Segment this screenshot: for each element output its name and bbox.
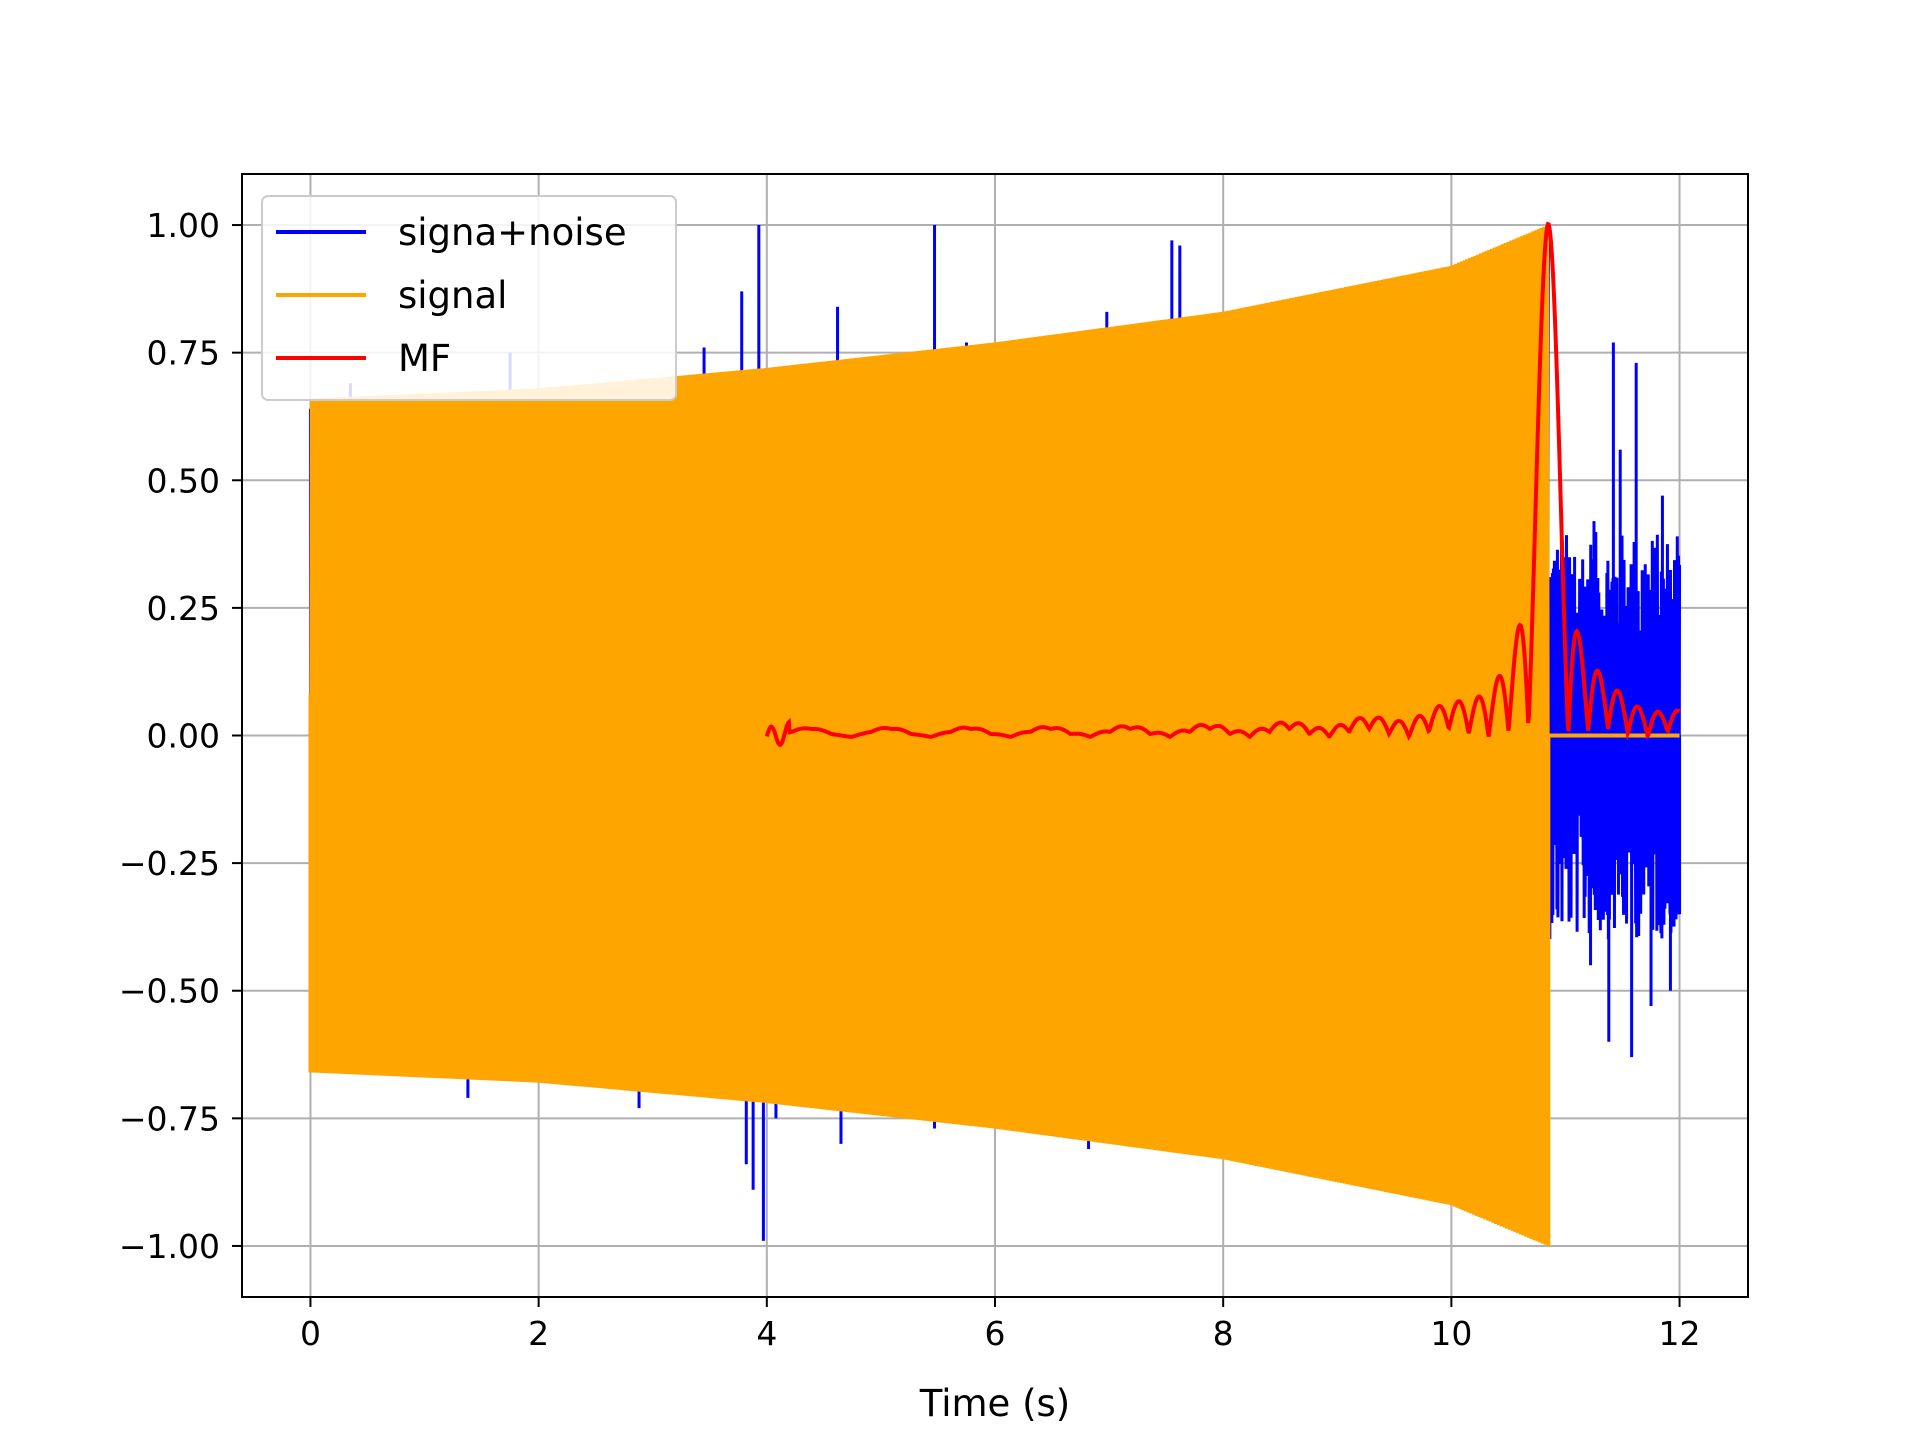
y-tick-label: 0.50 xyxy=(147,461,220,500)
legend-label: signal xyxy=(398,274,507,317)
legend-label: signa+noise xyxy=(398,211,627,254)
x-tick-label: 12 xyxy=(1659,1314,1701,1353)
legend-label: MF xyxy=(398,337,451,380)
x-tick-label: 4 xyxy=(756,1314,777,1353)
x-tick-label: 8 xyxy=(1213,1314,1234,1353)
x-axis-label: Time (s) xyxy=(919,1382,1070,1425)
x-tick-label: 6 xyxy=(985,1314,1006,1353)
y-tick-label: −0.50 xyxy=(119,972,220,1011)
y-tick-label: −1.00 xyxy=(119,1227,220,1266)
series-mf-line xyxy=(764,221,1681,747)
y-tick-label: −0.25 xyxy=(119,844,220,883)
x-tick-label: 10 xyxy=(1430,1314,1472,1353)
y-tick-label: 0.75 xyxy=(147,334,220,373)
y-tick-label: 0.25 xyxy=(147,589,220,628)
y-tick-label: 1.00 xyxy=(147,206,220,245)
x-tick-label: 2 xyxy=(528,1314,549,1353)
legend: signa+noise signal MF xyxy=(261,195,677,401)
y-tick-label: −0.75 xyxy=(119,1099,220,1138)
series-layer xyxy=(308,221,1682,1246)
x-axis: 0 2 4 6 8 10 12 xyxy=(300,1297,1701,1353)
y-tick-label: 0.00 xyxy=(147,717,220,756)
y-axis: 1.00 0.75 0.50 0.25 0.00 −0.25 −0.50 −0.75 −1.00 xyxy=(119,206,242,1266)
x-tick-label: 0 xyxy=(300,1314,321,1353)
legend-box xyxy=(261,195,677,401)
